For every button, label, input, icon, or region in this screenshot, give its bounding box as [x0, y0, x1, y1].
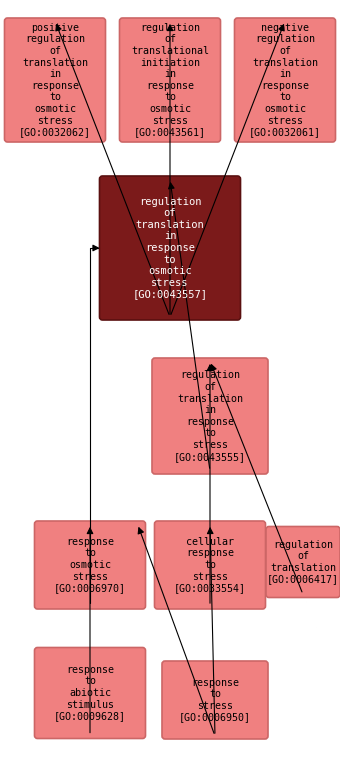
FancyBboxPatch shape [266, 527, 340, 598]
FancyBboxPatch shape [154, 521, 266, 609]
FancyBboxPatch shape [235, 18, 336, 142]
FancyBboxPatch shape [152, 358, 268, 474]
Text: regulation
of
translational
initiation
in
response
to
osmotic
stress
[GO:0043561: regulation of translational initiation i… [131, 23, 209, 137]
Text: regulation
of
translation
in
response
to
stress
[GO:0043555]: regulation of translation in response to… [174, 370, 246, 462]
Text: response
to
abiotic
stimulus
[GO:0009628]: response to abiotic stimulus [GO:0009628… [54, 665, 126, 721]
FancyBboxPatch shape [34, 648, 146, 739]
FancyBboxPatch shape [119, 18, 221, 142]
Text: regulation
of
translation
in
response
to
osmotic
stress
[GO:0043557]: regulation of translation in response to… [133, 197, 207, 299]
FancyBboxPatch shape [162, 661, 268, 739]
Text: response
to
osmotic
stress
[GO:0006970]: response to osmotic stress [GO:0006970] [54, 537, 126, 593]
Text: cellular
response
to
stress
[GO:0033554]: cellular response to stress [GO:0033554] [174, 537, 246, 593]
FancyBboxPatch shape [34, 521, 146, 609]
Text: negative
regulation
of
translation
in
response
to
osmotic
stress
[GO:0032061]: negative regulation of translation in re… [249, 23, 321, 137]
FancyBboxPatch shape [4, 18, 105, 142]
Text: positive
regulation
of
translation
in
response
to
osmotic
stress
[GO:0032062]: positive regulation of translation in re… [19, 23, 91, 137]
Text: response
to
stress
[GO:0006950]: response to stress [GO:0006950] [179, 678, 251, 722]
Text: regulation
of
translation
[GO:0006417]: regulation of translation [GO:0006417] [267, 540, 339, 584]
FancyBboxPatch shape [100, 176, 240, 320]
